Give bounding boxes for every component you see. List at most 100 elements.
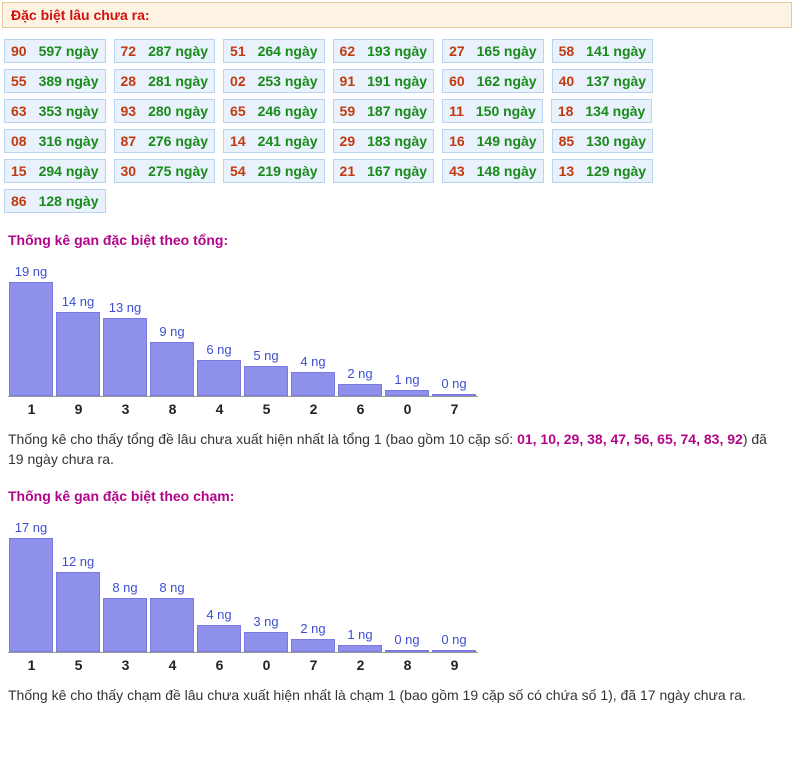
pill-item: 14241 ngày — [223, 129, 325, 153]
pill-days: 264 ngày — [252, 39, 325, 63]
pill-number: 21 — [333, 159, 363, 183]
pill-days: 149 ngày — [471, 129, 544, 153]
pill-number: 51 — [223, 39, 253, 63]
pill-number: 65 — [223, 99, 253, 123]
bar-category-label: 0 — [384, 401, 431, 417]
bar-value-label: 2 ng — [300, 621, 325, 636]
bar-category-label: 9 — [55, 401, 102, 417]
bar-value-label: 12 ng — [62, 554, 95, 569]
pill-number: 60 — [442, 69, 472, 93]
pill-item: 63353 ngày — [4, 99, 106, 123]
bar-value-label: 17 ng — [15, 520, 48, 535]
pill-days: 150 ngày — [470, 99, 543, 123]
bar-rect — [9, 538, 53, 652]
bar-value-label: 0 ng — [394, 632, 419, 647]
bar-column: 12 ng — [55, 554, 101, 652]
pill-item: 86128 ngày — [4, 189, 106, 213]
pill-number: 40 — [552, 69, 582, 93]
bar-category-label: 4 — [149, 657, 196, 673]
bar-column: 8 ng — [102, 580, 148, 652]
bar-category-label: 8 — [384, 657, 431, 673]
bar-column: 19 ng — [8, 264, 54, 396]
pill-number: 62 — [333, 39, 363, 63]
pill-number: 18 — [551, 99, 581, 123]
bar-rect — [103, 598, 147, 652]
pill-item: 28281 ngày — [114, 69, 216, 93]
pill-item: 43148 ngày — [442, 159, 544, 183]
pill-item: 27165 ngày — [442, 39, 544, 63]
bar-rect — [291, 639, 335, 652]
bar-rect — [291, 372, 335, 396]
bar-category-label: 1 — [8, 401, 55, 417]
pill-item: 02253 ngày — [223, 69, 325, 93]
pill-item: 90597 ngày — [4, 39, 106, 63]
bar-value-label: 9 ng — [159, 324, 184, 339]
pill-days: 141 ngày — [580, 39, 653, 63]
chart2-title: Thống kê gan đặc biệt theo chạm: — [0, 484, 794, 512]
pill-item: 30275 ngày — [114, 159, 216, 183]
bar-value-label: 4 ng — [300, 354, 325, 369]
pill-days: 353 ngày — [33, 99, 106, 123]
pill-item: 13129 ngày — [552, 159, 654, 183]
bar-column: 0 ng — [431, 632, 477, 652]
chart2-axis: 1534607289 — [8, 652, 478, 673]
bar-category-label: 2 — [337, 657, 384, 673]
pill-days: 167 ngày — [361, 159, 434, 183]
pill-number: 93 — [114, 99, 144, 123]
pill-item: 54219 ngày — [223, 159, 325, 183]
pill-days: 294 ngày — [33, 159, 106, 183]
pill-number: 87 — [114, 129, 144, 153]
pill-days: 275 ngày — [142, 159, 215, 183]
pill-number: 54 — [223, 159, 253, 183]
pill-item: 40137 ngày — [552, 69, 654, 93]
bar-column: 17 ng — [8, 520, 54, 652]
chart1-desc: Thống kê cho thấy tổng đề lâu chưa xuất … — [0, 423, 794, 484]
bar-column: 4 ng — [196, 607, 242, 652]
bar-category-label: 3 — [102, 657, 149, 673]
pill-days: 287 ngày — [142, 39, 215, 63]
pill-days: 241 ngày — [252, 129, 325, 153]
bar-value-label: 3 ng — [253, 614, 278, 629]
bar-value-label: 14 ng — [62, 294, 95, 309]
bar-rect — [432, 650, 476, 652]
pill-number: 85 — [552, 129, 582, 153]
pill-item: 16149 ngày — [442, 129, 544, 153]
pill-number: 59 — [333, 99, 363, 123]
bar-category-label: 9 — [431, 657, 478, 673]
bar-value-label: 0 ng — [441, 632, 466, 647]
bar-rect — [338, 645, 382, 652]
bar-category-label: 1 — [8, 657, 55, 673]
pill-number: 43 — [442, 159, 472, 183]
bar-value-label: 5 ng — [253, 348, 278, 363]
bar-category-label: 7 — [290, 657, 337, 673]
pill-number: 08 — [4, 129, 34, 153]
bar-category-label: 2 — [290, 401, 337, 417]
pill-item: 15294 ngày — [4, 159, 106, 183]
pill-item: 93280 ngày — [114, 99, 216, 123]
chart1-desc-pre: Thống kê cho thấy tổng đề lâu chưa xuất … — [8, 431, 517, 447]
chart2-desc-text: Thống kê cho thấy chạm đề lâu chưa xuất … — [8, 687, 746, 703]
pill-days: 219 ngày — [252, 159, 325, 183]
bar-column: 1 ng — [384, 372, 430, 396]
pill-number: 27 — [442, 39, 472, 63]
pill-item: 60162 ngày — [442, 69, 544, 93]
pill-days: 187 ngày — [361, 99, 434, 123]
pill-number: 14 — [223, 129, 253, 153]
pill-days: 183 ngày — [361, 129, 434, 153]
chart1-bars: 19 ng14 ng13 ng9 ng6 ng5 ng4 ng2 ng1 ng0… — [8, 256, 790, 396]
pill-item: 51264 ngày — [223, 39, 325, 63]
bar-column: 2 ng — [290, 621, 336, 652]
bar-category-label: 8 — [149, 401, 196, 417]
bar-column: 2 ng — [337, 366, 383, 396]
pill-days: 162 ngày — [471, 69, 544, 93]
chart2-wrap: 17 ng12 ng8 ng8 ng4 ng3 ng2 ng1 ng0 ng0 … — [0, 512, 794, 679]
bar-category-label: 5 — [55, 657, 102, 673]
bar-value-label: 8 ng — [112, 580, 137, 595]
pill-number: 15 — [4, 159, 34, 183]
pill-number: 58 — [552, 39, 582, 63]
pill-days: 148 ngày — [471, 159, 544, 183]
bar-column: 9 ng — [149, 324, 195, 396]
pill-days: 389 ngày — [33, 69, 106, 93]
pill-days: 137 ngày — [580, 69, 653, 93]
pill-item: 72287 ngày — [114, 39, 216, 63]
